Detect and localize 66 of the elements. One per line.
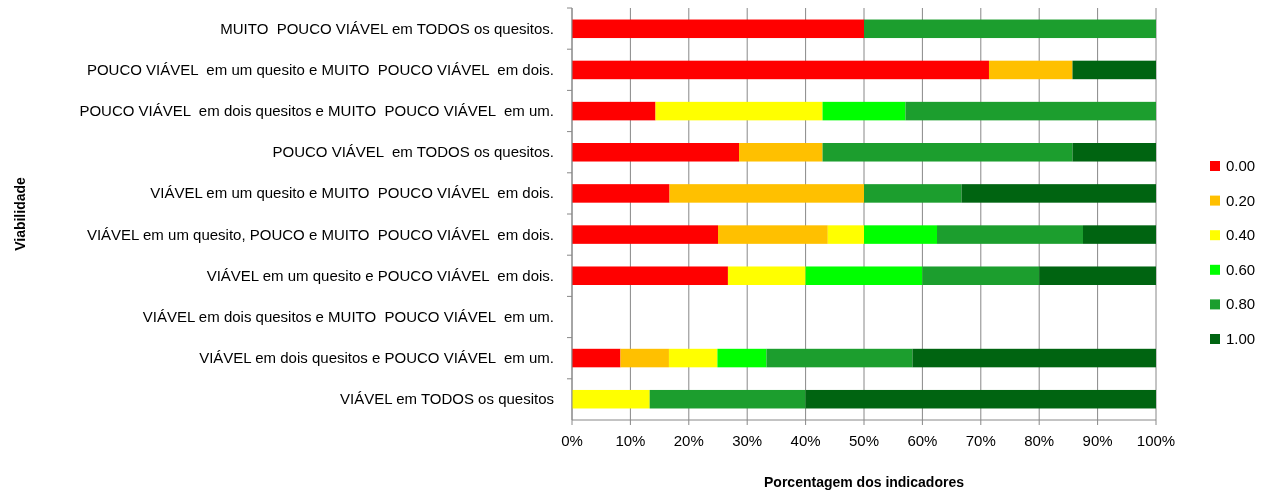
x-tick-label: 40% (790, 432, 821, 449)
legend-label: 0.40 (1226, 226, 1256, 244)
bar (655, 101, 823, 121)
y-tick-label: VIÁVEL em dois quesitos e POUCO VIÁVEL em um. (199, 349, 554, 367)
bar (1072, 60, 1156, 80)
bar (805, 266, 923, 285)
bar (572, 19, 864, 39)
x-tick-label: 80% (1024, 432, 1055, 449)
x-tick-label: 0% (561, 432, 583, 449)
legend-label: 0.60 (1226, 260, 1256, 278)
bar (937, 225, 1083, 244)
x-tick-label: 30% (732, 432, 763, 449)
bar (572, 184, 670, 203)
legend-label: 0.00 (1226, 157, 1256, 174)
bar (572, 266, 728, 285)
bar (922, 266, 1040, 285)
legend-label: 0.20 (1226, 191, 1256, 209)
bar (649, 389, 806, 409)
x-tick-label: 60% (907, 432, 938, 449)
bar (572, 143, 740, 162)
bar (822, 101, 906, 121)
bar (668, 348, 718, 368)
x-tick-label: 50% (848, 432, 880, 449)
x-tick-label: 70% (965, 432, 996, 449)
bar (717, 348, 767, 368)
bar (572, 389, 650, 409)
bar (805, 389, 1156, 409)
bar (572, 60, 989, 80)
bar (1083, 225, 1156, 244)
y-tick-label: VIÁVEL em dois quesitos e MUITO POUCO VIÁVEL em um. (142, 307, 554, 325)
y-tick-label: POUCO VIÁVEL em TODOS os quesitos. (272, 143, 554, 161)
y-axis-title: Viabilidade (12, 176, 28, 251)
bar (669, 184, 864, 203)
y-tick-label: VIÁVEL em um quesito e MUITO POUCO VIÁVEL em dois. (150, 184, 554, 202)
y-tick-label: VIÁVEL em um quesito, POUCO e MUITO POUCO VIÁVEL em dois. (86, 225, 554, 243)
bar (718, 225, 828, 244)
bar (912, 348, 1156, 368)
bar (739, 143, 823, 162)
x-tick-label: 100% (1136, 432, 1176, 449)
bar (988, 60, 1073, 80)
bar (961, 184, 1156, 203)
bar (905, 101, 1156, 121)
bar (864, 184, 962, 203)
x-tick-label: 10% (615, 432, 646, 449)
y-tick-label: MUITO POUCO VIÁVEL em TODOS os quesitos. (220, 19, 554, 37)
y-tick-label: POUCO VIÁVEL em dois quesitos e MUITO POUCO VIÁVEL em um. (79, 102, 554, 120)
bar (827, 225, 864, 244)
bar (572, 225, 718, 244)
bar (1072, 143, 1156, 162)
bar (572, 101, 656, 121)
x-tick-label: 90% (1082, 432, 1113, 449)
bar (766, 348, 913, 368)
bar (822, 143, 1073, 162)
bar (620, 348, 669, 368)
legend-label: 0.80 (1226, 295, 1256, 313)
bar (864, 225, 937, 244)
y-tick-label: POUCO VIÁVEL em um quesito e MUITO POUCO VIÁVEL em dois. (86, 60, 554, 78)
bar (727, 266, 806, 285)
bar (864, 19, 1156, 39)
y-tick-label: VIÁVEL em um quesito e POUCO VIÁVEL em dois. (206, 266, 554, 284)
x-tick-label: 20% (673, 432, 704, 449)
x-axis-title: Porcentagem dos indicadores (764, 474, 965, 490)
bar (1039, 266, 1156, 285)
legend-label: 1.00 (1226, 330, 1256, 347)
bar (572, 348, 621, 368)
y-tick-label: VIÁVEL em TODOS os quesitos (340, 390, 554, 408)
